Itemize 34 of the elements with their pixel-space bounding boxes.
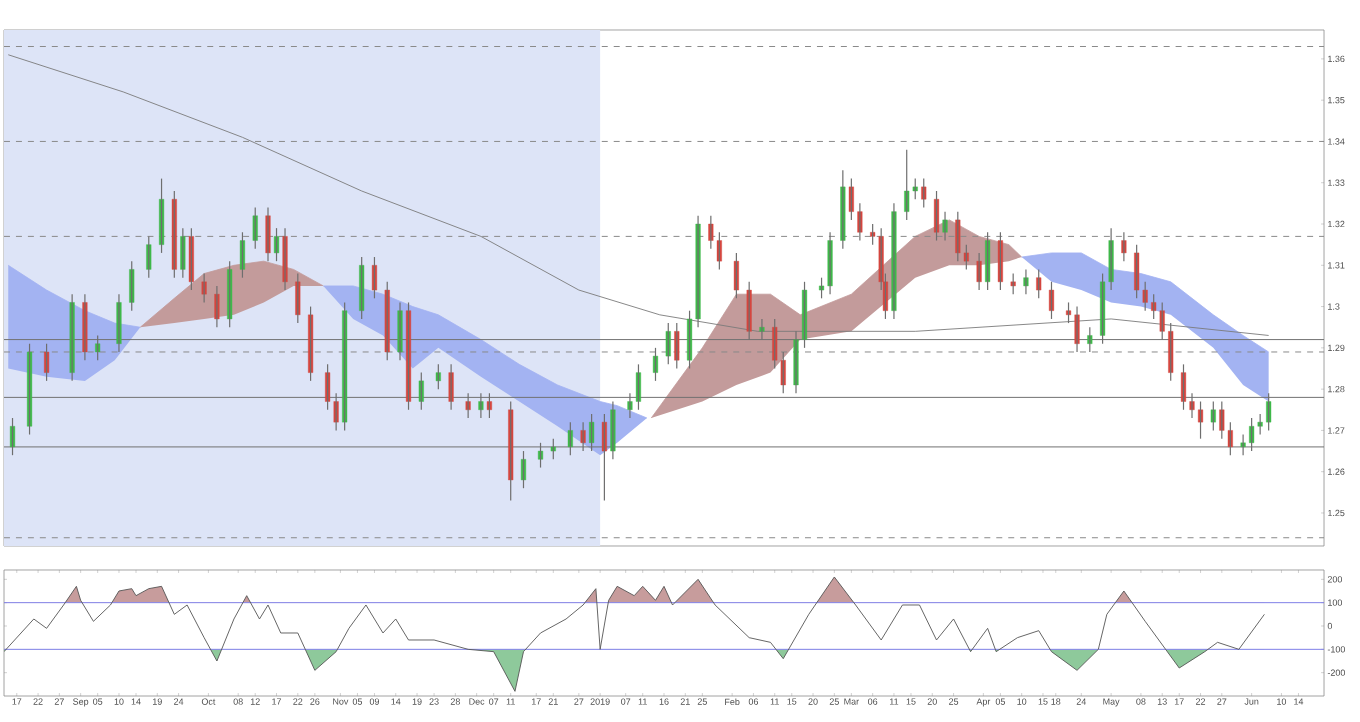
candlestick — [180, 227, 186, 279]
candlestick — [129, 260, 135, 312]
candlestick — [227, 260, 233, 328]
candlestick — [252, 206, 258, 250]
candlestick — [1023, 268, 1029, 295]
candlestick — [295, 272, 301, 324]
candlestick — [921, 178, 927, 209]
candlestick — [1197, 400, 1204, 440]
candlestick — [146, 235, 152, 279]
candlestick — [371, 256, 377, 299]
candlestick — [652, 347, 659, 382]
candlestick — [171, 190, 177, 279]
candlestick — [359, 256, 365, 320]
candlestick — [1219, 400, 1225, 440]
line-series — [4, 576, 1265, 692]
candlestick — [840, 169, 846, 250]
candlestick — [997, 231, 1003, 291]
candlestick — [955, 211, 961, 262]
candlestick — [1010, 272, 1016, 295]
candlestick — [188, 227, 194, 291]
candlestick — [1048, 281, 1055, 320]
candlestick — [435, 363, 441, 390]
candlestick — [1210, 400, 1216, 432]
candlestick — [933, 190, 940, 242]
candlestick — [239, 231, 245, 279]
candlestick — [904, 149, 910, 221]
candlestick — [159, 178, 165, 254]
candlestick — [716, 231, 722, 271]
candlestick — [733, 252, 739, 299]
candlestick — [44, 343, 50, 382]
candlestick — [985, 231, 991, 291]
candlestick — [1134, 244, 1140, 299]
candlestick — [1036, 268, 1042, 299]
candlestick — [273, 227, 280, 262]
